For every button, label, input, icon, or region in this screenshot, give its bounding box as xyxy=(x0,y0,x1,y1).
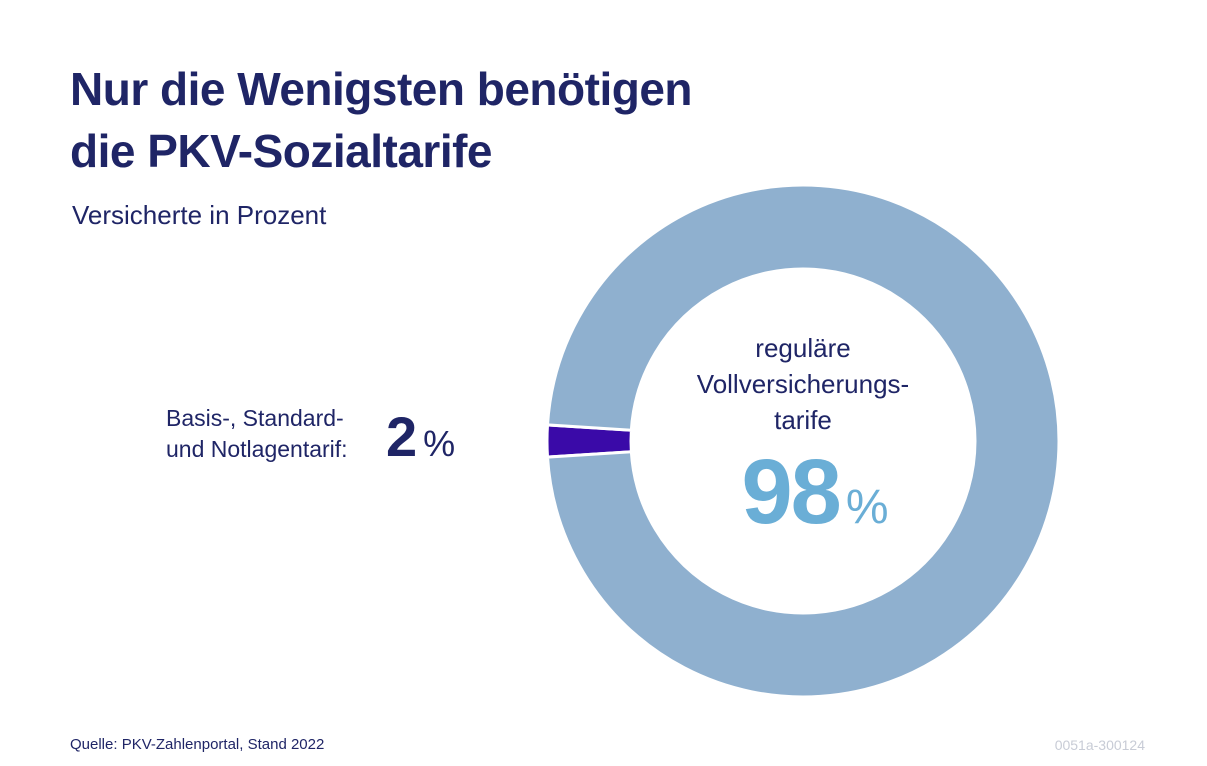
minor-slice-label-line-2: und Notlagentarif: xyxy=(166,436,348,462)
title-line-1: Nur die Wenigsten benötigen xyxy=(70,63,693,115)
major-slice-label-line-1: reguläre xyxy=(755,333,851,363)
minor-slice-label: Basis-, Standard- und Notlagentarif: xyxy=(166,403,348,465)
major-slice-value-unit: % xyxy=(845,481,889,534)
slice-regular-tariffs xyxy=(545,183,1061,699)
major-slice-value: 98% xyxy=(700,440,930,545)
major-slice-value-number: 98 xyxy=(741,441,841,543)
minor-slice-label-line-1: Basis-, Standard- xyxy=(166,405,344,431)
minor-slice-value: 2% xyxy=(386,404,455,469)
chart-code: 0051a-300124 xyxy=(1054,737,1145,753)
major-slice-label-line-2: Vollversicherungs- xyxy=(696,369,910,399)
minor-slice-value-unit: % xyxy=(423,423,456,464)
chart-subtitle: Versicherte in Prozent xyxy=(72,200,327,230)
major-slice-label-line-3: tarife xyxy=(774,405,832,435)
chart-title: Nur die Wenigsten benötigen die PKV-Sozi… xyxy=(70,58,693,182)
major-slice-label: reguläre Vollversicherungs- tarife xyxy=(672,330,934,438)
source-note: Quelle: PKV-Zahlenportal, Stand 2022 xyxy=(70,736,325,753)
title-line-2: die PKV-Sozialtarife xyxy=(70,125,493,177)
minor-slice-value-number: 2 xyxy=(386,405,418,468)
